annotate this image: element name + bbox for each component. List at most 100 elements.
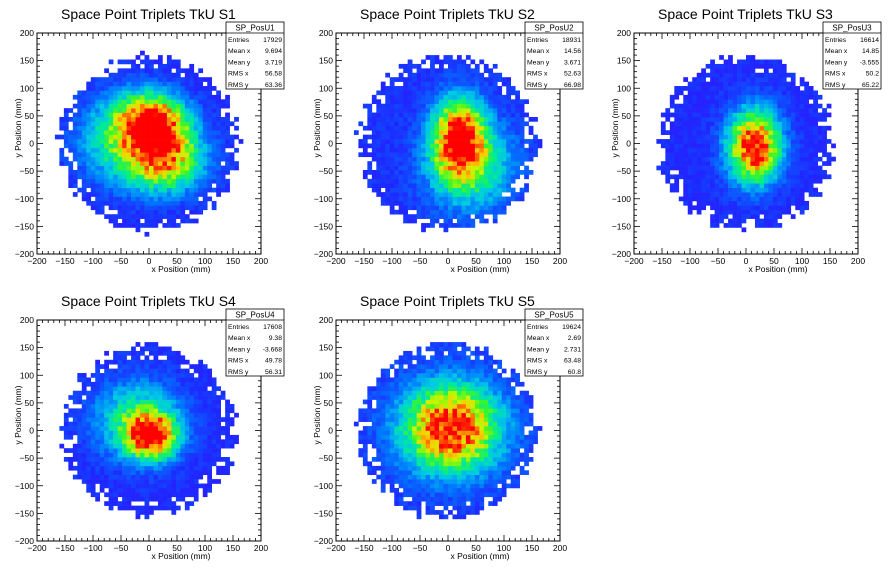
bin <box>674 187 680 193</box>
y-tick-label: 150 <box>617 56 631 66</box>
bin <box>714 174 720 180</box>
bin <box>193 108 199 113</box>
bin <box>434 209 440 215</box>
bin <box>723 68 729 74</box>
bin <box>510 143 516 149</box>
bin <box>99 196 105 202</box>
bin <box>380 116 386 122</box>
bin <box>171 386 177 392</box>
bin <box>117 443 123 449</box>
bin <box>737 165 742 171</box>
bin <box>153 381 159 387</box>
bin <box>407 395 413 400</box>
bin <box>166 465 172 471</box>
bin <box>412 483 417 489</box>
bin <box>795 178 801 184</box>
bin <box>68 183 74 188</box>
bin <box>696 205 702 211</box>
bin <box>189 108 195 113</box>
bin <box>452 156 458 162</box>
bin <box>380 417 386 422</box>
bin <box>741 170 747 175</box>
bin <box>398 134 404 140</box>
bin <box>461 112 467 118</box>
bin <box>723 121 729 127</box>
bin <box>171 139 177 144</box>
bin <box>202 174 208 180</box>
bin <box>95 187 101 193</box>
bin <box>759 165 765 171</box>
bin <box>81 139 87 144</box>
bin <box>157 183 163 188</box>
bin <box>104 395 109 400</box>
bin <box>412 112 417 118</box>
bin <box>81 381 87 387</box>
bin <box>108 430 114 436</box>
bin <box>483 77 489 82</box>
bin <box>99 417 105 422</box>
bin <box>777 125 783 131</box>
bin <box>723 143 729 149</box>
bin <box>674 183 680 188</box>
bin <box>723 170 729 175</box>
bin <box>687 108 693 113</box>
bin <box>403 116 408 122</box>
bin <box>358 439 364 445</box>
bin <box>63 161 69 166</box>
bin <box>728 90 733 96</box>
bin <box>135 200 141 206</box>
x-tick-label: 150 <box>525 256 539 266</box>
bin <box>746 112 751 118</box>
bin <box>189 196 195 202</box>
bin <box>122 183 127 188</box>
bin <box>430 196 435 202</box>
bin <box>394 359 400 365</box>
bin <box>660 139 666 144</box>
bin <box>768 196 774 202</box>
bin <box>362 439 368 445</box>
bin <box>99 103 105 109</box>
bin <box>68 108 74 113</box>
bin <box>737 134 742 140</box>
bin <box>198 381 204 387</box>
bin <box>786 156 792 162</box>
bin <box>479 112 485 118</box>
bin <box>768 86 774 91</box>
bin <box>166 147 172 153</box>
bin <box>389 134 395 140</box>
bin <box>353 421 359 427</box>
bin <box>113 174 118 180</box>
bin <box>117 426 123 431</box>
bin <box>166 86 172 91</box>
bin <box>804 94 810 100</box>
bin <box>488 103 494 109</box>
bin <box>519 103 525 109</box>
bin <box>398 457 404 462</box>
bin <box>439 209 444 215</box>
bin <box>140 399 145 405</box>
bin <box>193 470 199 475</box>
bin <box>216 183 221 188</box>
bin <box>376 165 382 171</box>
bin <box>90 403 96 409</box>
bin <box>470 86 476 91</box>
bin <box>461 103 467 109</box>
bin <box>483 143 489 149</box>
bin <box>202 99 208 105</box>
bin <box>108 174 114 180</box>
bin <box>416 72 422 78</box>
y-tick-label: −200 <box>612 249 631 259</box>
bin <box>799 134 805 140</box>
bin <box>443 68 449 74</box>
bin <box>131 483 136 489</box>
bin <box>86 147 92 153</box>
bin <box>207 156 213 162</box>
bin <box>175 130 181 135</box>
bin <box>376 390 382 396</box>
bin <box>198 192 204 197</box>
bin <box>135 487 141 493</box>
stats-value: 9.38 <box>269 335 282 342</box>
bin <box>153 187 159 193</box>
bin <box>795 187 801 193</box>
bin <box>81 108 87 113</box>
